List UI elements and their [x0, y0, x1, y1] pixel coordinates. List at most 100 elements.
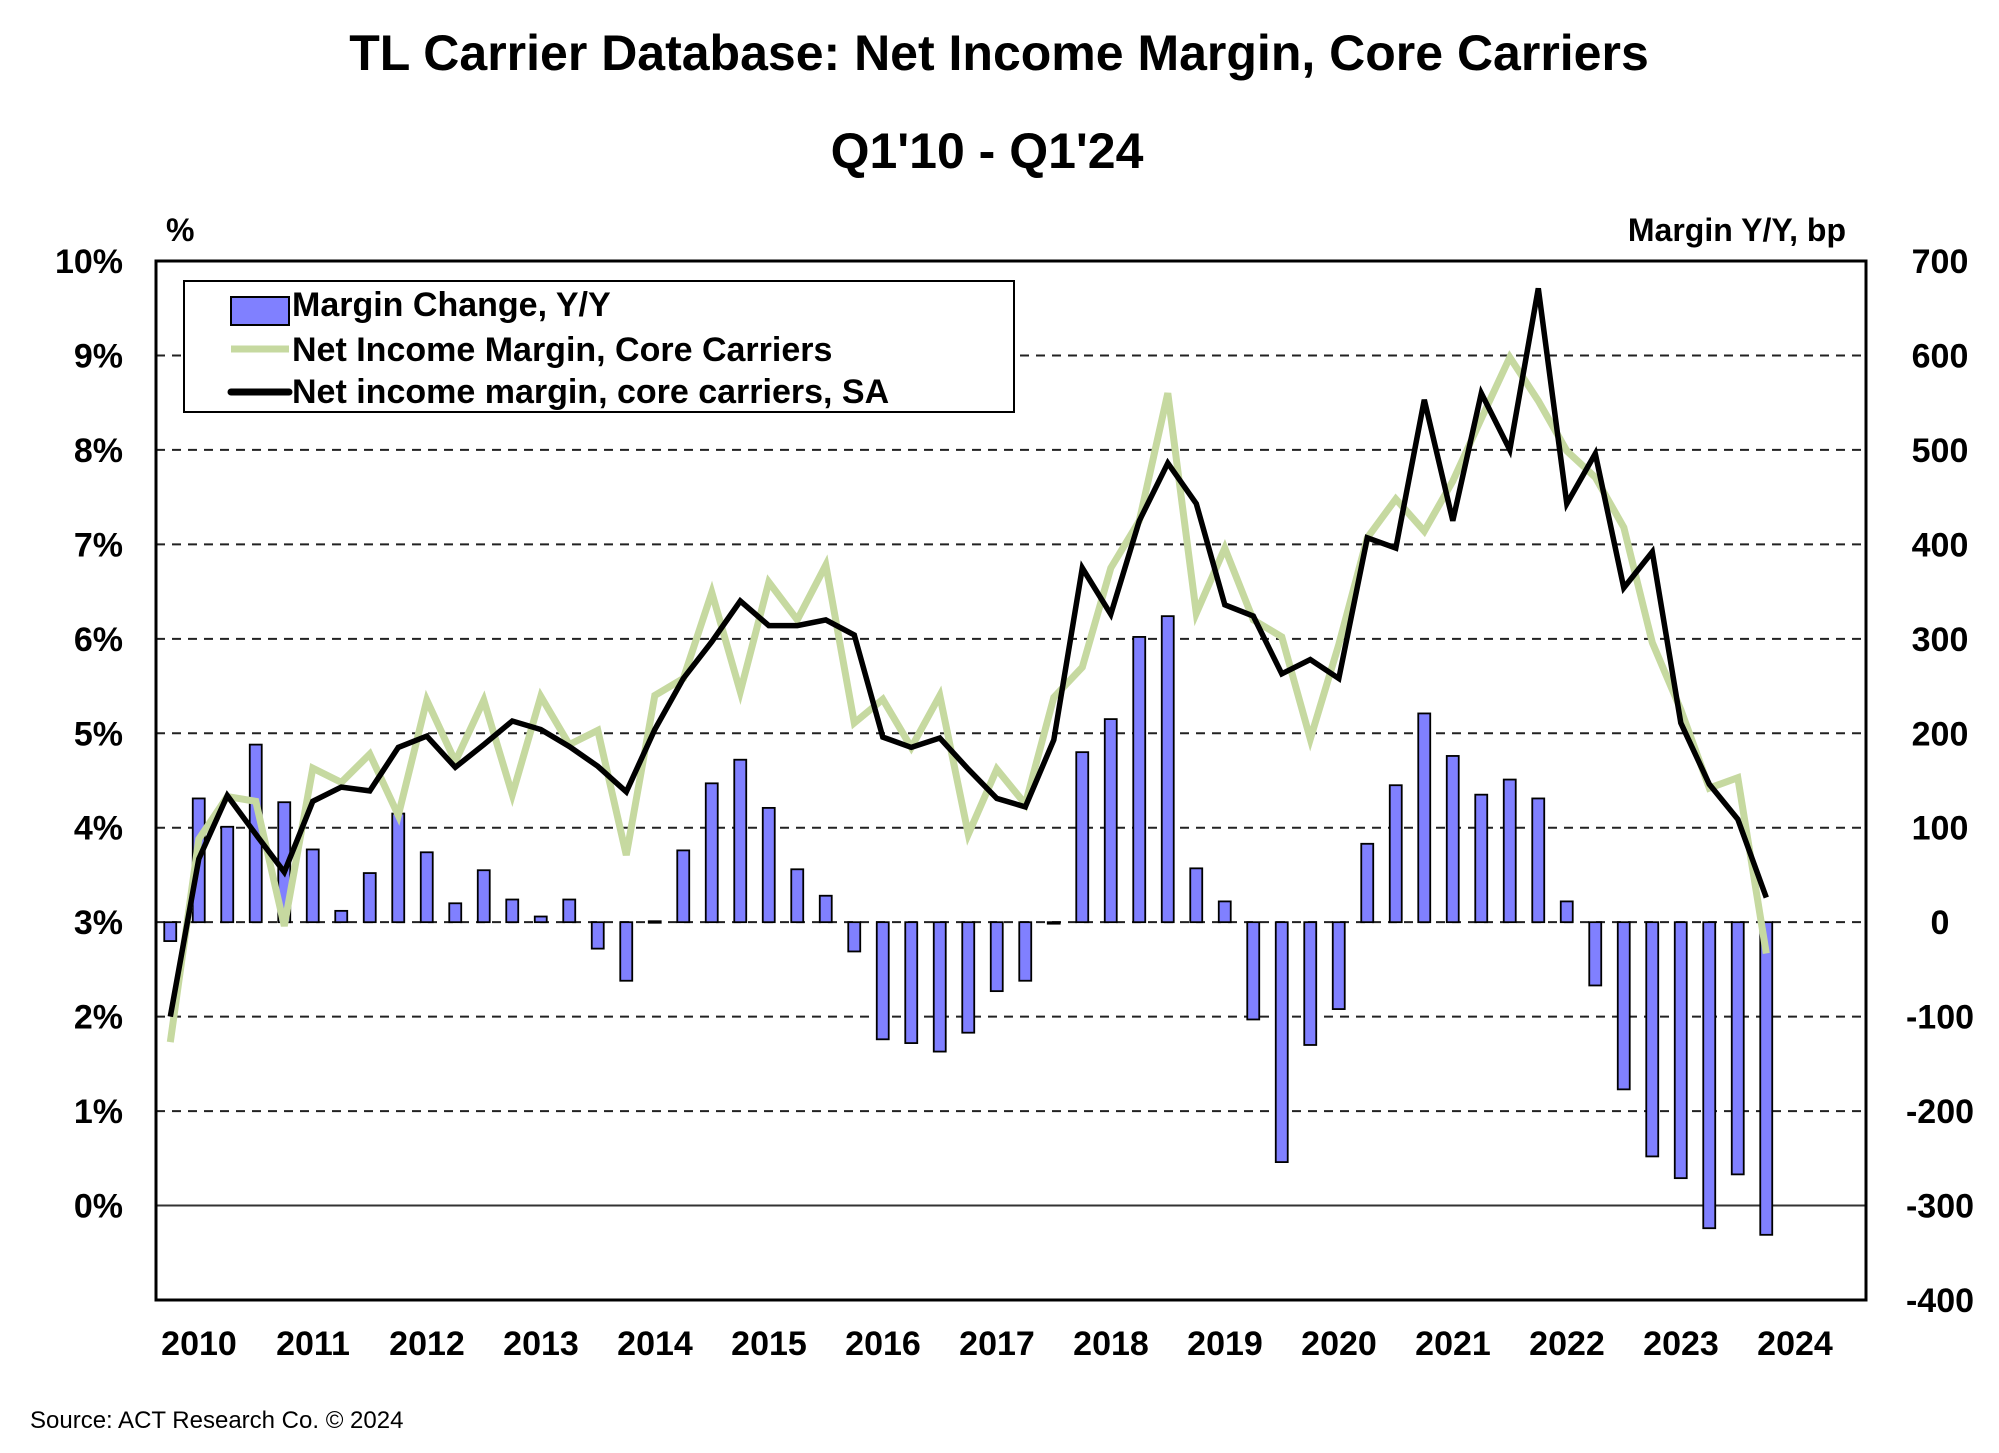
x-tick-label: 2012	[389, 1325, 465, 1363]
right-tick-label: 700	[1912, 243, 1969, 281]
right-tick-label: 100	[1912, 810, 1969, 848]
line-net-income-margin	[166, 350, 1770, 1043]
right-axis-ticks: -400 -300 -200 -100 0 100 200 300 400 500 600 700	[1906, 243, 1974, 1320]
right-axis-label: Margin Y/Y, bp	[1628, 212, 1846, 248]
bar	[1417, 712, 1432, 924]
bar	[1645, 921, 1660, 1158]
left-tick-label: 2%	[74, 999, 123, 1037]
right-tick-label: 0	[1931, 904, 1950, 942]
x-tick-label: 2016	[845, 1325, 921, 1363]
right-tick-label: 400	[1912, 526, 1969, 564]
left-tick-label: 6%	[74, 621, 123, 659]
legend: Margin Change, Y/Y Net Income Margin, Co…	[183, 280, 1015, 413]
bar	[704, 782, 719, 924]
bar	[505, 898, 520, 924]
bar	[334, 909, 349, 924]
left-tick-label: 8%	[74, 432, 123, 470]
right-tick-label: -100	[1906, 999, 1974, 1037]
bar	[847, 921, 862, 953]
bar	[647, 920, 662, 924]
x-tick-label: 2010	[161, 1325, 237, 1363]
bar	[676, 849, 691, 924]
bar	[1246, 921, 1261, 1021]
bar	[1018, 921, 1033, 982]
bar	[1531, 797, 1546, 924]
right-tick-label: -300	[1906, 1188, 1974, 1226]
bar	[1759, 921, 1774, 1236]
bar	[562, 898, 577, 924]
bar	[1445, 755, 1460, 924]
bar	[163, 921, 178, 942]
bar	[362, 872, 377, 924]
line-net-income-margin-sa	[167, 287, 1769, 1018]
right-tick-label: -200	[1906, 1093, 1974, 1131]
bar	[1702, 921, 1717, 1230]
bar	[818, 894, 833, 924]
bar	[1502, 778, 1517, 924]
left-tick-label: 4%	[74, 810, 123, 848]
legend-label-margin-change: Margin Change, Y/Y	[292, 286, 611, 324]
source-note: Source: ACT Research Co. © 2024	[30, 1407, 403, 1434]
bar	[1046, 921, 1061, 925]
bar	[1274, 921, 1289, 1163]
left-tick-label: 10%	[55, 243, 123, 281]
bar	[476, 869, 491, 924]
x-tick-label: 2017	[959, 1325, 1035, 1363]
bar	[305, 848, 320, 924]
bar	[761, 806, 776, 924]
bar	[391, 812, 406, 924]
bar	[1673, 921, 1688, 1180]
plot-area-frame	[154, 259, 1868, 1302]
bar	[590, 921, 605, 950]
bar	[419, 851, 434, 924]
bar	[619, 921, 634, 982]
bar	[1189, 867, 1204, 924]
bar	[733, 758, 748, 924]
bar	[1559, 900, 1574, 924]
right-tick-label: 300	[1912, 621, 1969, 659]
bar	[533, 915, 548, 924]
right-tick-label: 200	[1912, 715, 1969, 753]
bar	[1474, 793, 1489, 924]
right-tick-label: 600	[1912, 337, 1969, 375]
x-axis-ticks: 2010 2011 2012 2013 2014 2015 2016 2017 2018 2019…	[161, 1325, 1833, 1363]
bar	[875, 921, 890, 1041]
right-tick-label: 500	[1912, 432, 1969, 470]
bar	[220, 825, 235, 924]
bar	[1360, 842, 1375, 924]
left-tick-label: 3%	[74, 904, 123, 942]
legend-label-nim: Net Income Margin, Core Carriers	[292, 331, 832, 369]
legend-frame	[183, 280, 1015, 413]
x-tick-label: 2023	[1643, 1325, 1719, 1363]
x-tick-label: 2022	[1529, 1325, 1605, 1363]
bar	[1331, 921, 1346, 1010]
bar	[1388, 784, 1403, 924]
bar	[1303, 921, 1318, 1046]
gridlines	[156, 354, 1866, 1207]
left-tick-label: 5%	[74, 715, 123, 753]
bar	[448, 902, 463, 924]
chart-subtitle: Q1'10 - Q1'24	[831, 123, 1144, 179]
left-axis-ticks: 0% 1% 2% 3% 4% 5% 6% 7% 8% 9% 10%	[55, 243, 123, 1226]
x-tick-label: 2024	[1757, 1325, 1833, 1363]
x-tick-label: 2011	[276, 1325, 350, 1363]
bar	[1616, 921, 1631, 1091]
left-tick-label: 0%	[74, 1188, 123, 1226]
bar	[1160, 615, 1175, 924]
x-tick-label: 2020	[1301, 1325, 1377, 1363]
x-tick-label: 2013	[503, 1325, 579, 1363]
bar	[989, 921, 1004, 993]
bar	[961, 921, 976, 1034]
bar	[1075, 751, 1090, 924]
bar	[1217, 900, 1232, 924]
legend-swatch-bar	[230, 296, 290, 326]
chart-title: TL Carrier Database: Net Income Margin, …	[349, 25, 1649, 81]
bar	[1132, 636, 1147, 924]
x-tick-label: 2014	[617, 1325, 693, 1363]
line-series	[166, 287, 1770, 1043]
left-tick-label: 7%	[74, 526, 123, 564]
left-axis-label: %	[166, 212, 194, 248]
left-tick-label: 1%	[74, 1093, 123, 1131]
x-tick-label: 2015	[731, 1325, 807, 1363]
